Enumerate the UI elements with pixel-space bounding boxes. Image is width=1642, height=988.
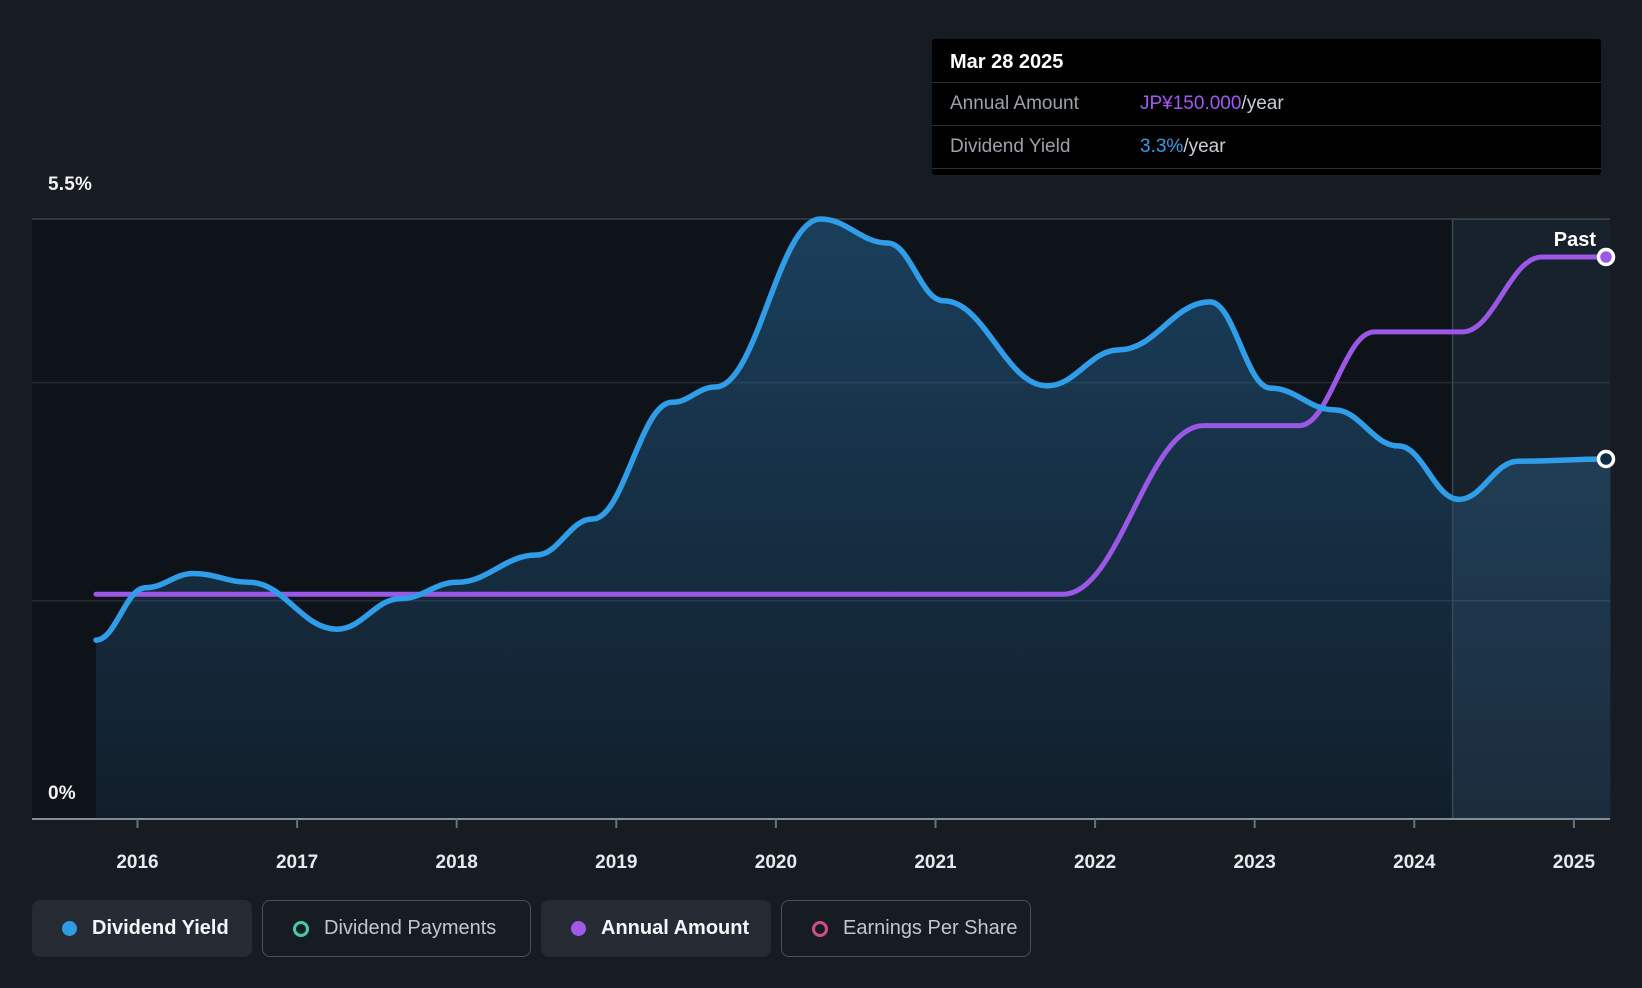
legend-toggle-earnings-per-share[interactable]: Earnings Per Share xyxy=(781,900,1031,957)
tooltip-value: 3.3% xyxy=(1140,136,1184,157)
legend-label: Earnings Per Share xyxy=(843,917,1018,939)
annual-amount-end-marker xyxy=(1596,247,1616,267)
series-ring-icon xyxy=(293,920,309,937)
series-dot-icon xyxy=(62,921,77,936)
legend-label: Dividend Payments xyxy=(324,917,497,939)
x-axis-label: 2025 xyxy=(1552,852,1596,873)
y-axis-label-min: 0% xyxy=(48,783,76,804)
tooltip-row-dividend-yield: Dividend Yield 3.3%/year xyxy=(932,126,1601,169)
past-year-band xyxy=(1452,219,1610,819)
legend-toggle-annual-amount[interactable]: Annual Amount xyxy=(541,900,771,957)
legend-toggle-dividend-yield[interactable]: Dividend Yield xyxy=(32,900,252,957)
legend-label: Annual Amount xyxy=(601,917,750,939)
x-axis-label: 2020 xyxy=(754,852,798,873)
tooltip-label: Dividend Yield xyxy=(950,136,1071,157)
y-axis-label-max: 5.5% xyxy=(48,174,93,195)
annual-amount-line xyxy=(93,254,1614,597)
x-axis-label: 2018 xyxy=(435,852,478,873)
chart-legend: Dividend Yield Dividend Payments Annual … xyxy=(0,900,1642,957)
x-axis-label: 2017 xyxy=(275,852,319,873)
dividend-yield-area xyxy=(96,219,1611,819)
x-axis-label: 2024 xyxy=(1393,852,1436,873)
dividend-yield-line xyxy=(93,216,1614,643)
chart-tooltip: Mar 28 2025 Annual Amount JP¥150.000/yea… xyxy=(932,39,1601,175)
legend-label: Dividend Yield xyxy=(92,917,229,939)
series-dot-icon xyxy=(571,921,586,936)
tooltip-label: Annual Amount xyxy=(950,93,1079,114)
x-axis-labels: 2016 2017 2018 2019 2020 2021 2022 2023 2024 2025 xyxy=(0,852,1642,882)
tooltip-suffix: /year xyxy=(1183,136,1226,157)
legend-toggle-dividend-payments[interactable]: Dividend Payments xyxy=(262,900,531,957)
x-axis-label: 2016 xyxy=(116,852,159,873)
x-axis-label: 2023 xyxy=(1233,852,1276,873)
tooltip-date: Mar 28 2025 xyxy=(932,39,1601,83)
tooltip-row-annual-amount: Annual Amount JP¥150.000/year xyxy=(932,83,1601,126)
past-label: Past xyxy=(1553,229,1596,251)
x-axis-label: 2021 xyxy=(914,852,957,873)
x-axis-label: 2022 xyxy=(1073,852,1117,873)
tooltip-value: JP¥150.000 xyxy=(1140,93,1242,114)
series-ring-icon xyxy=(812,920,828,937)
dividend-yield-end-marker xyxy=(1596,449,1616,469)
tooltip-suffix: /year xyxy=(1241,93,1284,114)
x-axis-label: 2019 xyxy=(595,852,638,873)
